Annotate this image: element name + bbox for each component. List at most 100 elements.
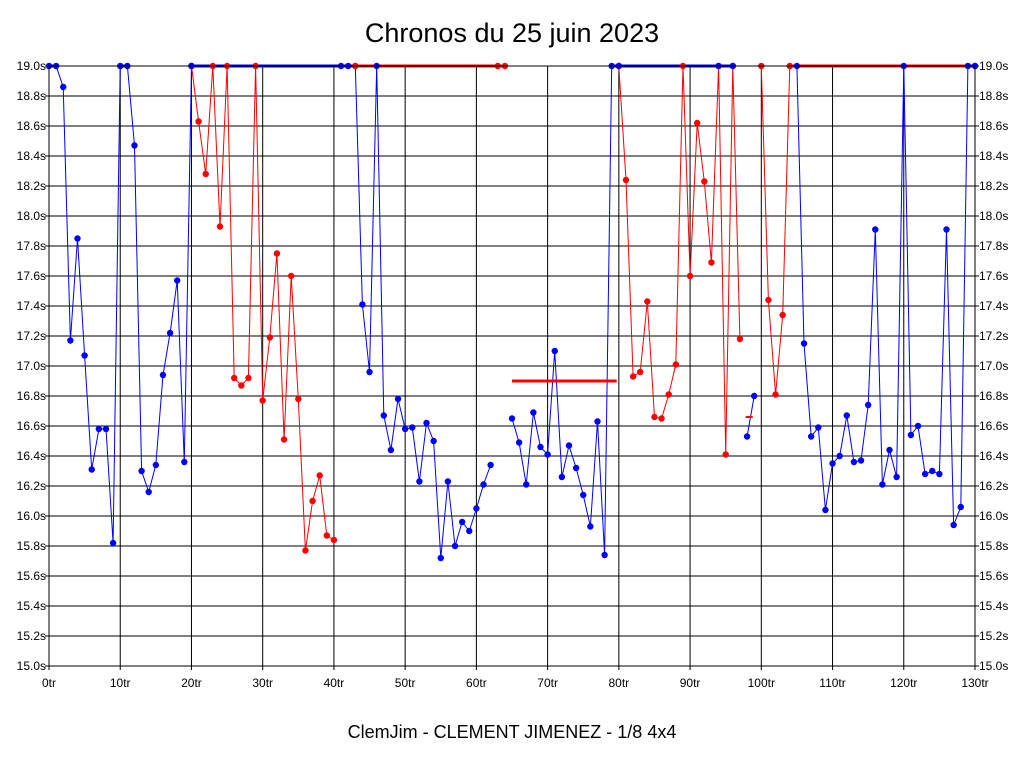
data-point (800, 340, 808, 347)
series-line (511, 65, 619, 556)
data-point (166, 329, 174, 337)
data-point (152, 461, 160, 469)
data-point (316, 472, 323, 479)
x-tick-label: 130tr (961, 676, 988, 690)
y-tick-label-left: 16.8s (17, 389, 46, 403)
data-point (601, 551, 608, 559)
data-point (651, 413, 658, 421)
data-point (879, 481, 886, 488)
data-point (580, 491, 587, 499)
y-tick-label-right: 18.4s (979, 149, 1008, 163)
data-point (380, 412, 387, 419)
data-point (722, 451, 729, 458)
y-tick-label-right: 15.8s (979, 539, 1008, 553)
data-point (523, 481, 530, 488)
data-point (822, 506, 829, 514)
data-point (109, 539, 117, 547)
data-point (750, 392, 758, 400)
data-point (287, 272, 295, 280)
y-tick-label-left: 15.6s (17, 569, 46, 583)
data-point (551, 347, 558, 355)
data-point (202, 170, 209, 178)
data-point (216, 223, 224, 230)
grid-lines (45, 65, 979, 670)
data-point (238, 382, 245, 389)
data-point (394, 395, 402, 403)
series-lines (49, 64, 975, 559)
data-point (736, 335, 744, 343)
data-point (587, 523, 594, 530)
y-tick-label-right: 18.2s (979, 179, 1008, 193)
x-tick-label: 50tr (395, 676, 416, 690)
data-point (60, 83, 67, 91)
y-tick-label-left: 16.4s (17, 449, 46, 463)
y-tick-label-right: 18.0s (979, 209, 1008, 223)
y-tick-label-right: 15.0s (979, 659, 1008, 673)
data-point (81, 352, 88, 359)
data-point (88, 466, 95, 473)
data-point (672, 361, 680, 368)
data-point (779, 311, 786, 319)
data-point (929, 467, 936, 475)
data-point (629, 373, 637, 380)
data-point (359, 301, 366, 308)
series-points (45, 62, 979, 562)
y-tick-label-left: 18.6s (17, 119, 46, 133)
y-tick-label-right: 17.8s (979, 239, 1008, 253)
data-point (102, 425, 110, 433)
data-point (458, 518, 466, 526)
data-point (74, 235, 81, 242)
data-point (765, 296, 772, 304)
y-tick-label-left: 18.2s (17, 179, 46, 193)
data-point (480, 481, 487, 488)
data-point (309, 497, 316, 505)
x-tick-label: 120tr (890, 676, 917, 690)
x-tick-label: 60tr (466, 676, 487, 690)
data-point (423, 419, 430, 427)
y-tick-label-left: 15.4s (17, 599, 46, 613)
y-tick-label-left: 16.6s (17, 419, 46, 433)
x-tick-label: 0tr (42, 676, 56, 690)
y-tick-label-left: 18.4s (17, 149, 46, 163)
data-point (694, 119, 701, 127)
data-point (921, 470, 929, 478)
data-point (537, 443, 544, 451)
y-tick-label-right: 17.6s (979, 269, 1008, 283)
y-tick-label-left: 17.8s (17, 239, 46, 253)
data-point (864, 401, 872, 409)
x-tick-label: 20tr (181, 676, 202, 690)
data-point (366, 368, 373, 376)
y-tick-label-left: 17.4s (17, 299, 46, 313)
data-point (907, 431, 915, 439)
y-tick-label-left: 19.0s (17, 59, 46, 73)
y-tick-label-right: 17.2s (979, 329, 1008, 343)
data-point (174, 277, 181, 284)
y-tick-label-right: 15.6s (979, 569, 1008, 583)
data-point (836, 452, 843, 460)
data-point (701, 178, 708, 185)
y-tick-label-left: 16.2s (17, 479, 46, 493)
data-point (231, 374, 238, 382)
x-tick-label: 80tr (609, 676, 630, 690)
tick-labels: 15.0s 15.0s 15.2s 15.2s 15.4s 15.4s 15.6s 15.6s… (17, 59, 1009, 690)
data-point (138, 467, 145, 475)
data-point (430, 437, 437, 445)
x-tick-label: 30tr (252, 676, 273, 690)
y-tick-label-right: 15.2s (979, 629, 1008, 643)
chart-title: Chronos du 25 juin 2023 (364, 18, 660, 48)
data-point (295, 395, 302, 403)
y-tick-label-right: 16.4s (979, 449, 1008, 463)
data-point (487, 461, 494, 469)
data-point (957, 503, 964, 511)
data-point (444, 478, 452, 485)
data-point (437, 554, 444, 562)
data-point (473, 505, 480, 512)
y-tick-label-right: 17.4s (979, 299, 1008, 313)
chart-caption: ClemJim - CLEMENT JIMENEZ - 1/8 4x4 (347, 722, 677, 742)
series-line (796, 65, 975, 526)
series-line (191, 65, 492, 559)
y-tick-label-right: 16.6s (979, 419, 1008, 433)
y-tick-label-right: 18.6s (979, 119, 1008, 133)
data-point (743, 433, 751, 440)
x-tick-label: 110tr (819, 676, 845, 690)
